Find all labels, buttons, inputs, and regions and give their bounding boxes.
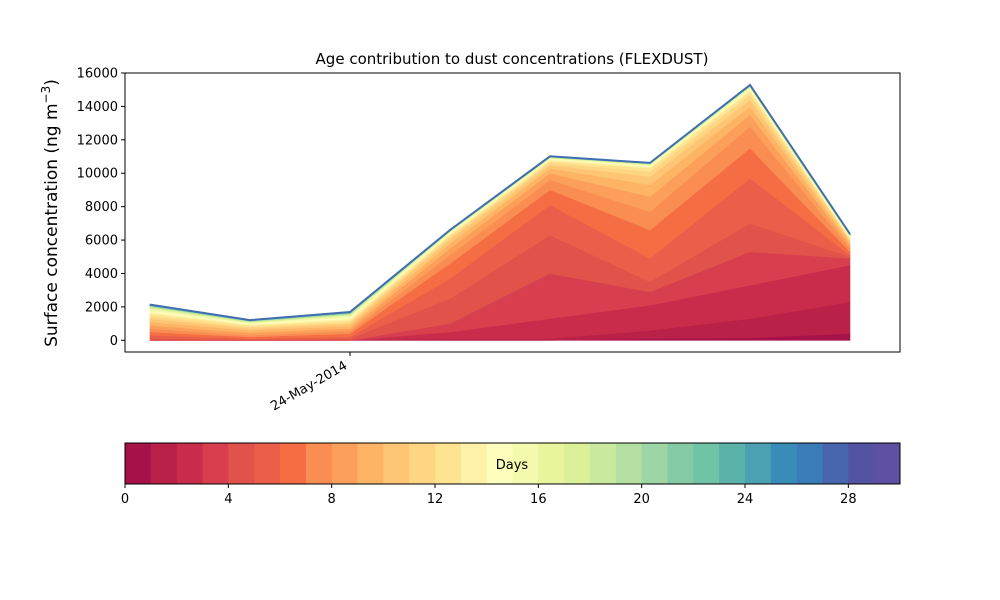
colorbar-segment xyxy=(486,443,513,484)
colorbar-segment xyxy=(615,443,643,484)
colorbar-label: Days xyxy=(496,458,529,473)
colorbar-segment xyxy=(512,443,539,484)
colorbar-segment xyxy=(848,443,875,484)
colorbar-tick-label: 8 xyxy=(328,492,336,507)
colorbar-segment xyxy=(796,443,823,484)
colorbar-segment xyxy=(874,443,901,484)
colorbar-tick-label: 0 xyxy=(121,492,129,507)
colorbar-segment xyxy=(176,443,203,484)
colorbar-segment xyxy=(667,443,694,484)
x-tick-label: 24-May-2014 xyxy=(268,358,350,414)
colorbar-segment xyxy=(228,443,255,484)
y-tick-label: 0 xyxy=(110,334,118,349)
colorbar-segment xyxy=(590,443,617,484)
colorbar-tick-label: 4 xyxy=(224,492,232,507)
colorbar-segment xyxy=(770,443,798,484)
colorbar-segment xyxy=(305,443,333,484)
colorbar-tick-label: 16 xyxy=(530,492,547,507)
plot-area xyxy=(124,72,901,353)
colorbar-segment xyxy=(745,443,772,484)
colorbar-segment xyxy=(125,443,152,484)
colorbar: 0 4 8 12 16 20 24 28 xyxy=(121,442,901,507)
colorbar-tick-label: 24 xyxy=(737,492,754,507)
colorbar-segment xyxy=(460,443,488,484)
colorbar-segment xyxy=(280,443,307,484)
y-tick-label: 14000 xyxy=(77,100,118,115)
colorbar-segment xyxy=(331,443,358,484)
colorbar-tick-label: 28 xyxy=(840,492,857,507)
colorbar-segment xyxy=(641,443,668,484)
y-axis: 0 2000 4000 6000 8000 10000 12000 14000 16000 xyxy=(77,67,125,349)
plot-frame xyxy=(124,72,901,353)
chart-title: Age contribution to dust concentrations … xyxy=(316,50,709,68)
y-tick-label: 4000 xyxy=(85,267,118,282)
colorbar-frame xyxy=(124,442,901,485)
colorbar-segment xyxy=(693,443,720,484)
colorbar-segment xyxy=(383,443,410,484)
colorbar-segment xyxy=(357,443,384,484)
colorbar-segment xyxy=(538,443,565,484)
colorbar-segment xyxy=(202,443,229,484)
y-tick-label: 12000 xyxy=(77,133,118,148)
colorbar-segment xyxy=(564,443,591,484)
colorbar-segment xyxy=(409,443,436,484)
colorbar-segment xyxy=(435,443,462,484)
colorbar-segment xyxy=(719,443,746,484)
x-axis: 24-May-2014 xyxy=(268,352,351,414)
colorbar-segment xyxy=(254,443,281,484)
total-line xyxy=(149,83,851,322)
y-tick-label: 16000 xyxy=(77,67,118,82)
y-tick-label: 2000 xyxy=(85,300,118,315)
y-tick-label: 10000 xyxy=(77,167,118,182)
y-tick-label: 8000 xyxy=(85,200,118,215)
y-tick-label: 6000 xyxy=(85,234,118,249)
colorbar-tick-label: 12 xyxy=(427,492,444,507)
colorbar-tick-label: 20 xyxy=(633,492,650,507)
colorbar-segment xyxy=(150,443,178,484)
y-axis-label: Surface concentration (ng m−3) xyxy=(39,79,62,347)
colorbar-segment xyxy=(822,443,849,484)
